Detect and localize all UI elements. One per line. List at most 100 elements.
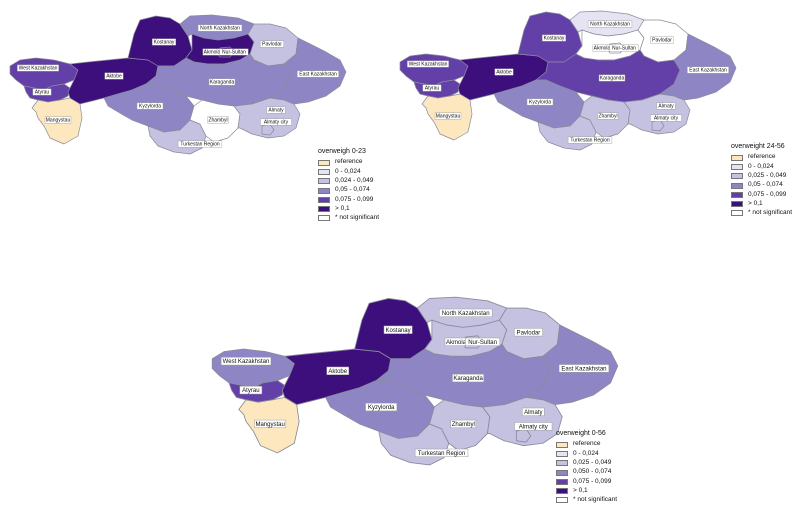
legend-item: 0,05 - 0,074 xyxy=(318,186,379,195)
svg-text:Karaganda: Karaganda xyxy=(453,376,483,382)
legend-swatch xyxy=(556,469,568,476)
region-label-karaganda: Karaganda xyxy=(208,78,236,86)
legend-label: 0,025 - 0,049 xyxy=(748,171,787,179)
region-west-kazakhstan xyxy=(211,348,295,389)
region-label-east-kazakhstan: East Kazakhstan xyxy=(558,364,610,373)
svg-text:North Kazakhstan: North Kazakhstan xyxy=(442,311,490,317)
legend-swatch xyxy=(556,478,568,485)
svg-text:Kostanay: Kostanay xyxy=(544,36,565,42)
region-label-atyrau: Atyrau xyxy=(239,386,263,395)
legend-swatch xyxy=(556,460,568,467)
svg-text:Almaty: Almaty xyxy=(268,108,284,114)
legend-label: 0,075 - 0,099 xyxy=(748,190,787,198)
region-label-aktobe: Aktobe xyxy=(326,366,350,375)
legend-label: > 0,1 xyxy=(573,486,588,494)
svg-text:West Kazakhstan: West Kazakhstan xyxy=(19,66,58,72)
svg-text:Akmola: Akmola xyxy=(594,46,611,52)
svg-text:Karaganda: Karaganda xyxy=(600,76,625,82)
legend-label: reference xyxy=(748,153,776,161)
svg-text:Akmola: Akmola xyxy=(204,50,221,56)
legend-items: reference 0 - 0,024 0,024 - 0,049 0,05 - 0,… xyxy=(318,158,379,223)
svg-text:Atyrau: Atyrau xyxy=(35,90,50,96)
map-svg-3: West Kazakhstan Atyrau Mangystau Aktobe Kost… xyxy=(211,296,619,466)
region-label-west-kazakhstan: West Kazakhstan xyxy=(407,60,449,68)
legend-label: > 0,1 xyxy=(748,199,763,207)
legend-label: 0 - 0,024 xyxy=(573,449,599,457)
legend-title: overweight 24-56 xyxy=(731,143,785,150)
svg-text:Almaty city: Almaty city xyxy=(264,120,289,126)
legend-label: 0,025 - 0,049 xyxy=(573,458,612,466)
region-label-akmola: Akmola xyxy=(592,44,612,52)
svg-text:Karaganda: Karaganda xyxy=(210,80,235,86)
region-label-almaty-city: Almaty city xyxy=(514,422,553,431)
legend-swatch xyxy=(731,182,743,189)
svg-text:West Kazakhstan: West Kazakhstan xyxy=(409,62,448,68)
region-label-west-kazakhstan: West Kazakhstan xyxy=(17,64,59,72)
legend-item: 0,024 - 0,049 xyxy=(318,177,379,186)
svg-text:North Kazakhstan: North Kazakhstan xyxy=(590,22,630,28)
legend-item: 0,075 - 0,099 xyxy=(731,190,792,199)
region-label-north-kazakhstan: North Kazakhstan xyxy=(439,308,493,318)
region-label-pavlodar: Pavlodar xyxy=(514,328,543,337)
svg-text:Pavlodar: Pavlodar xyxy=(652,38,672,44)
svg-text:Turkestan Region: Turkestan Region xyxy=(418,451,465,457)
legend-item: 0 - 0,024 xyxy=(731,162,792,171)
svg-text:Aktobe: Aktobe xyxy=(328,369,347,375)
svg-text:West Kazakhstan: West Kazakhstan xyxy=(223,359,270,365)
svg-text:Atyrau: Atyrau xyxy=(242,388,259,394)
svg-text:Kyzylorda: Kyzylorda xyxy=(139,104,161,110)
legend-item: * not significant xyxy=(731,209,792,218)
region-label-kyzylorda: Kyzylorda xyxy=(365,402,398,412)
region-label-turkestan: Turkestan Region xyxy=(414,448,469,458)
svg-text:Kostanay: Kostanay xyxy=(154,40,175,46)
legend-item: > 0,1 xyxy=(318,204,379,213)
region-label-pavlodar: Pavlodar xyxy=(650,36,674,44)
region-label-almaty: Almaty xyxy=(521,407,545,416)
region-label-kostanay: Kostanay xyxy=(542,34,566,42)
legend-swatch xyxy=(318,159,330,166)
svg-text:Almaty city: Almaty city xyxy=(519,424,548,430)
svg-text:Zhambyl: Zhambyl xyxy=(598,114,617,120)
legend-swatch xyxy=(731,201,743,208)
svg-text:Kyzylorda: Kyzylorda xyxy=(368,405,395,411)
svg-text:Akmola: Akmola xyxy=(446,340,467,346)
legend-label: 0 - 0,024 xyxy=(748,162,774,170)
svg-text:Nur-Sultan: Nur-Sultan xyxy=(612,46,636,52)
region-label-west-kazakhstan: West Kazakhstan xyxy=(220,357,272,366)
region-label-almaty: Almaty xyxy=(656,102,676,110)
legend-label: reference xyxy=(335,158,363,166)
svg-text:Zhambyl: Zhambyl xyxy=(208,118,227,124)
svg-text:Kyzylorda: Kyzylorda xyxy=(529,100,551,106)
region-label-zhambyl: Zhambyl xyxy=(597,112,619,120)
svg-text:Mangystau: Mangystau xyxy=(255,422,284,428)
legend-item: 0 - 0,024 xyxy=(318,167,379,176)
legend-item: 0,05 - 0,074 xyxy=(731,181,792,190)
legend-item: 0,075 - 0,099 xyxy=(556,477,617,486)
svg-text:Almaty city: Almaty city xyxy=(654,116,679,122)
legend-swatch xyxy=(731,173,743,180)
svg-text:East Kazakhstan: East Kazakhstan xyxy=(561,366,606,372)
legend-label: 0,024 - 0,049 xyxy=(335,176,374,184)
region-label-karaganda: Karaganda xyxy=(452,373,485,383)
region-label-kyzylorda: Kyzylorda xyxy=(136,102,164,110)
region-label-mangystau: Mangystau xyxy=(434,112,462,120)
map-overweight-24-56: West Kazakhstan Atyrau Mangystau Aktobe Kost… xyxy=(398,10,738,155)
region-label-mangystau: Mangystau xyxy=(44,116,72,124)
legend-items: reference 0 - 0,024 0,025 - 0,049 0,050 - 0… xyxy=(556,440,617,505)
legend-label: * not significant xyxy=(335,214,380,222)
region-label-atyrau: Atyrau xyxy=(422,84,442,92)
svg-text:Aktobe: Aktobe xyxy=(106,74,122,80)
region-label-almaty-city: Almaty city xyxy=(650,114,682,122)
svg-text:Mangystau: Mangystau xyxy=(436,114,461,120)
legend-label: 0,075 - 0,099 xyxy=(335,195,374,203)
legend-label: reference xyxy=(573,440,601,448)
region-label-east-kazakhstan: East Kazakhstan xyxy=(687,66,729,74)
region-label-almaty-city: Almaty city xyxy=(260,118,292,126)
legend-item: * not significant xyxy=(318,214,379,223)
svg-text:North Kazakhstan: North Kazakhstan xyxy=(200,26,240,32)
legend-item: reference xyxy=(318,158,379,167)
legend-item: 0,025 - 0,049 xyxy=(556,459,617,468)
region-label-kostanay: Kostanay xyxy=(383,325,413,334)
region-label-pavlodar: Pavlodar xyxy=(260,40,284,48)
legend-label: 0,075 - 0,099 xyxy=(573,477,612,485)
